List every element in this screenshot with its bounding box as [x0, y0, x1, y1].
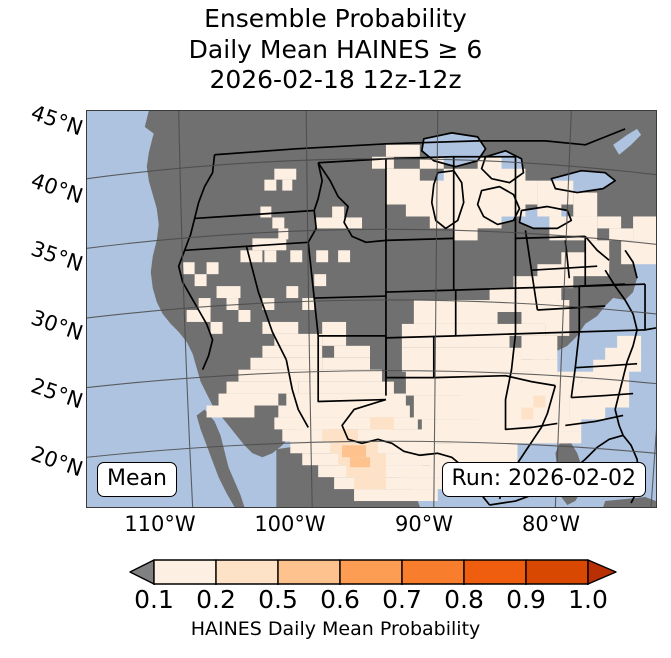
- probability-grid: [182, 144, 656, 502]
- map-axes[interactable]: Mean Run: 2026-02-02: [86, 110, 657, 508]
- colorbar-axis-label: HAINES Daily Mean Probability: [190, 618, 481, 640]
- ensemble-member-label: Mean: [97, 462, 177, 497]
- lat-tick-40N: 40°N: [28, 168, 86, 209]
- figure-title: Ensemble Probability Daily Mean HAINES ≥…: [188, 4, 483, 94]
- colorbar-over-arrow: [587, 559, 617, 585]
- lat-tick-25N: 25°N: [28, 373, 86, 414]
- cbar-tick-3: 0.6: [320, 585, 360, 614]
- cbar-tick-7: 1.0: [568, 585, 608, 614]
- cbar-tick-4: 0.7: [382, 585, 422, 614]
- colorbar-gradient: [129, 559, 617, 585]
- model-run-label: Run: 2026-02-02: [441, 462, 646, 497]
- lat-tick-20N: 20°N: [28, 441, 86, 482]
- cbar-tick-2: 0.5: [258, 585, 298, 614]
- colorbar-tick-labels: 0.1 0.2 0.5 0.6 0.7 0.8 0.9 1.0: [0, 585, 671, 614]
- map-plot: [87, 111, 656, 507]
- lon-tick-110W: 110°W: [124, 512, 196, 536]
- colorbar[interactable]: [128, 559, 618, 585]
- cbar-tick-1: 0.2: [196, 585, 236, 614]
- graticule-gridlines: [87, 111, 656, 507]
- lon-tick-100W: 100°W: [254, 512, 326, 536]
- cbar-tick-6: 0.9: [506, 585, 546, 614]
- colorbar-under-arrow: [129, 559, 155, 585]
- lon-tick-80W: 80°W: [522, 512, 580, 536]
- cbar-tick-0: 0.1: [134, 585, 174, 614]
- lat-tick-30N: 30°N: [28, 305, 86, 346]
- lon-tick-90W: 90°W: [395, 512, 453, 536]
- lat-tick-35N: 35°N: [28, 236, 86, 277]
- cbar-tick-5: 0.8: [444, 585, 484, 614]
- lat-tick-45N: 45°N: [28, 100, 86, 141]
